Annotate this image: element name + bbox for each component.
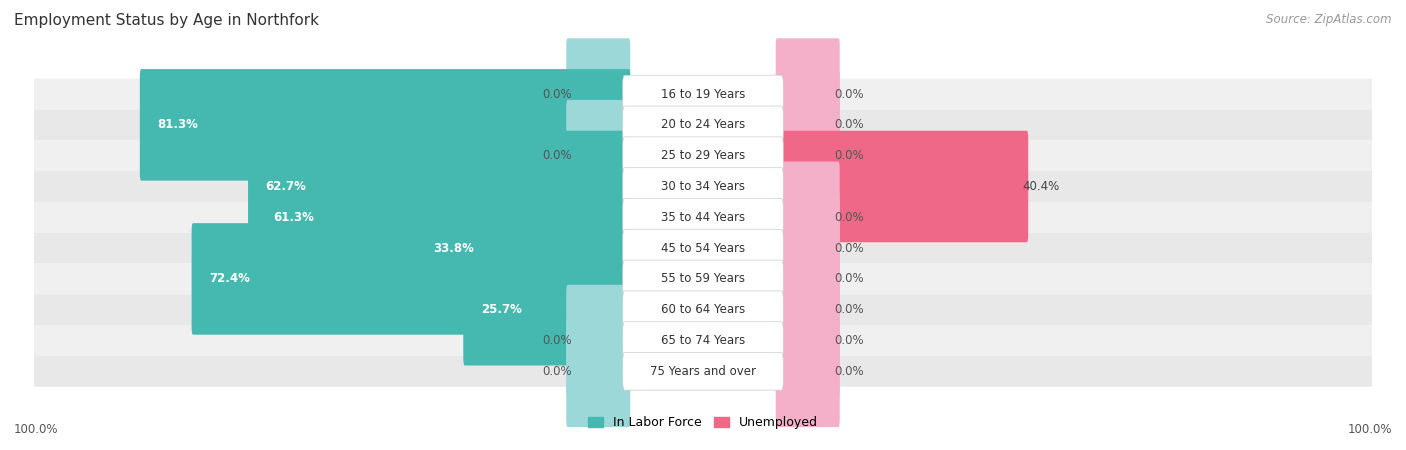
FancyBboxPatch shape <box>464 254 630 365</box>
Text: 61.3%: 61.3% <box>274 211 315 224</box>
Text: 0.0%: 0.0% <box>543 88 572 100</box>
Text: 0.0%: 0.0% <box>543 365 572 378</box>
Text: 25.7%: 25.7% <box>481 303 522 316</box>
FancyBboxPatch shape <box>34 325 1372 356</box>
FancyBboxPatch shape <box>256 162 630 273</box>
Text: 0.0%: 0.0% <box>834 365 863 378</box>
FancyBboxPatch shape <box>34 264 1372 294</box>
Text: 35 to 44 Years: 35 to 44 Years <box>661 211 745 224</box>
Text: 0.0%: 0.0% <box>834 242 863 255</box>
FancyBboxPatch shape <box>776 192 839 304</box>
FancyBboxPatch shape <box>567 315 630 427</box>
FancyBboxPatch shape <box>623 137 783 175</box>
Text: 60 to 64 Years: 60 to 64 Years <box>661 303 745 316</box>
Text: 0.0%: 0.0% <box>834 211 863 224</box>
FancyBboxPatch shape <box>623 291 783 328</box>
Text: 0.0%: 0.0% <box>834 88 863 100</box>
Legend: In Labor Force, Unemployed: In Labor Force, Unemployed <box>583 411 823 434</box>
FancyBboxPatch shape <box>623 260 783 298</box>
Text: 16 to 19 Years: 16 to 19 Years <box>661 88 745 100</box>
FancyBboxPatch shape <box>567 285 630 396</box>
Text: 0.0%: 0.0% <box>834 118 863 131</box>
Text: Employment Status by Age in Northfork: Employment Status by Age in Northfork <box>14 14 319 28</box>
FancyBboxPatch shape <box>623 322 783 360</box>
FancyBboxPatch shape <box>191 223 630 335</box>
FancyBboxPatch shape <box>34 109 1372 140</box>
FancyBboxPatch shape <box>623 352 783 390</box>
FancyBboxPatch shape <box>34 294 1372 325</box>
FancyBboxPatch shape <box>34 356 1372 387</box>
Text: 0.0%: 0.0% <box>834 334 863 347</box>
FancyBboxPatch shape <box>139 69 630 180</box>
Text: 45 to 54 Years: 45 to 54 Years <box>661 242 745 255</box>
Text: 0.0%: 0.0% <box>543 149 572 162</box>
FancyBboxPatch shape <box>776 223 839 335</box>
FancyBboxPatch shape <box>34 233 1372 264</box>
FancyBboxPatch shape <box>567 100 630 212</box>
FancyBboxPatch shape <box>776 69 839 180</box>
Text: 62.7%: 62.7% <box>266 180 307 193</box>
FancyBboxPatch shape <box>776 254 839 365</box>
FancyBboxPatch shape <box>623 106 783 144</box>
Text: 100.0%: 100.0% <box>14 423 59 436</box>
Text: 0.0%: 0.0% <box>834 149 863 162</box>
FancyBboxPatch shape <box>567 38 630 150</box>
FancyBboxPatch shape <box>776 162 839 273</box>
Text: 65 to 74 Years: 65 to 74 Years <box>661 334 745 347</box>
FancyBboxPatch shape <box>776 130 1028 242</box>
FancyBboxPatch shape <box>34 140 1372 171</box>
Text: 33.8%: 33.8% <box>433 242 474 255</box>
FancyBboxPatch shape <box>416 192 630 304</box>
FancyBboxPatch shape <box>623 198 783 236</box>
FancyBboxPatch shape <box>776 38 839 150</box>
FancyBboxPatch shape <box>776 315 839 427</box>
Text: 40.4%: 40.4% <box>1022 180 1060 193</box>
Text: Source: ZipAtlas.com: Source: ZipAtlas.com <box>1267 14 1392 27</box>
Text: 75 Years and over: 75 Years and over <box>650 365 756 378</box>
FancyBboxPatch shape <box>34 79 1372 109</box>
Text: 0.0%: 0.0% <box>834 303 863 316</box>
FancyBboxPatch shape <box>776 285 839 396</box>
FancyBboxPatch shape <box>623 168 783 205</box>
Text: 81.3%: 81.3% <box>157 118 198 131</box>
FancyBboxPatch shape <box>623 230 783 267</box>
Text: 100.0%: 100.0% <box>1347 423 1392 436</box>
Text: 0.0%: 0.0% <box>834 272 863 285</box>
FancyBboxPatch shape <box>623 75 783 113</box>
Text: 72.4%: 72.4% <box>209 272 250 285</box>
FancyBboxPatch shape <box>776 100 839 212</box>
Text: 30 to 34 Years: 30 to 34 Years <box>661 180 745 193</box>
Text: 0.0%: 0.0% <box>543 334 572 347</box>
FancyBboxPatch shape <box>247 130 630 242</box>
FancyBboxPatch shape <box>34 171 1372 202</box>
FancyBboxPatch shape <box>34 202 1372 233</box>
Text: 25 to 29 Years: 25 to 29 Years <box>661 149 745 162</box>
Text: 55 to 59 Years: 55 to 59 Years <box>661 272 745 285</box>
Text: 20 to 24 Years: 20 to 24 Years <box>661 118 745 131</box>
